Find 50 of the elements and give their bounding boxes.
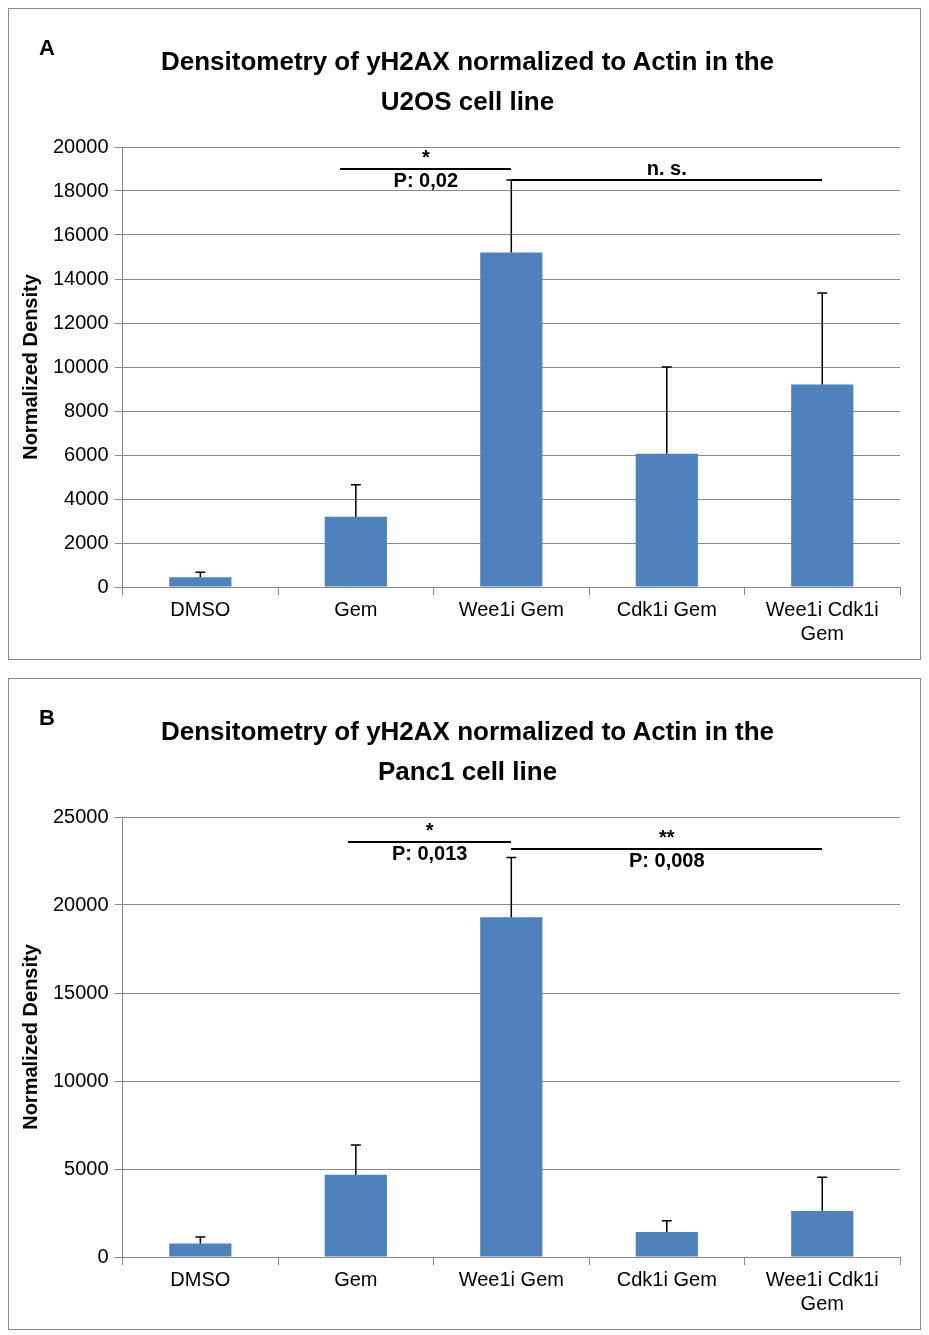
y-tick-label: 4000 [64, 486, 109, 509]
y-tick-label: 18000 [52, 178, 109, 201]
annotation: n. s. [646, 156, 687, 179]
x-tick-label: DMSO [170, 597, 231, 620]
bar [791, 1210, 854, 1257]
bar [791, 384, 854, 587]
bar [480, 252, 543, 587]
annotation: P: 0,008 [628, 848, 705, 871]
x-tick-label: Gem [334, 1267, 378, 1290]
y-tick-label: 8000 [64, 398, 109, 421]
x-tick-label: Wee1i Cdk1i Gem [765, 597, 879, 644]
y-tick-label: 16000 [52, 222, 109, 245]
bar [324, 1174, 387, 1257]
annotation: P: 0,013 [391, 841, 468, 864]
y-tick-label: 15000 [52, 980, 109, 1003]
annotation: * [425, 818, 434, 841]
y-tick-label: 20000 [52, 892, 109, 915]
x-tick-label: DMSO [170, 1267, 231, 1290]
bar [169, 577, 232, 587]
y-axis-title: Normalized Density [18, 273, 41, 460]
x-tick-label: Cdk1i Gem [616, 1267, 717, 1290]
bar [324, 516, 387, 587]
x-tick-label: Cdk1i Gem [616, 597, 717, 620]
y-tick-label: 12000 [52, 310, 109, 333]
x-tick-label: Wee1i Gem [458, 1267, 564, 1290]
annotation: P: 0,02 [393, 168, 459, 191]
y-tick-label: 14000 [52, 266, 109, 289]
bar [635, 1232, 698, 1257]
chart-title: Densitometry of yH2AX normalized to Actin in the U2OS cell line [160, 45, 775, 118]
y-tick-label: 6000 [64, 442, 109, 465]
annotation: * [421, 145, 430, 168]
text: A [39, 35, 55, 61]
bar [635, 453, 698, 587]
y-tick-label: 10000 [52, 1068, 109, 1091]
x-tick-label: Gem [334, 597, 378, 620]
y-tick-label: 5000 [64, 1156, 109, 1179]
y-tick-label: 0 [97, 574, 109, 597]
x-tick-label: Wee1i Cdk1i Gem [765, 1267, 879, 1314]
annotation: ** [659, 825, 675, 848]
chart-title: Densitometry of yH2AX normalized to Actin in the Panc1 cell line [160, 715, 775, 788]
bar [480, 917, 543, 1257]
y-tick-label: 20000 [52, 134, 109, 157]
y-tick-label: 10000 [52, 354, 109, 377]
y-tick-label: 25000 [52, 804, 109, 827]
y-tick-label: 0 [97, 1244, 109, 1267]
y-axis-title: Normalized Density [18, 943, 41, 1130]
y-tick-label: 2000 [64, 530, 109, 553]
text: B [39, 705, 55, 731]
x-tick-label: Wee1i Gem [458, 597, 564, 620]
bar [169, 1243, 232, 1257]
